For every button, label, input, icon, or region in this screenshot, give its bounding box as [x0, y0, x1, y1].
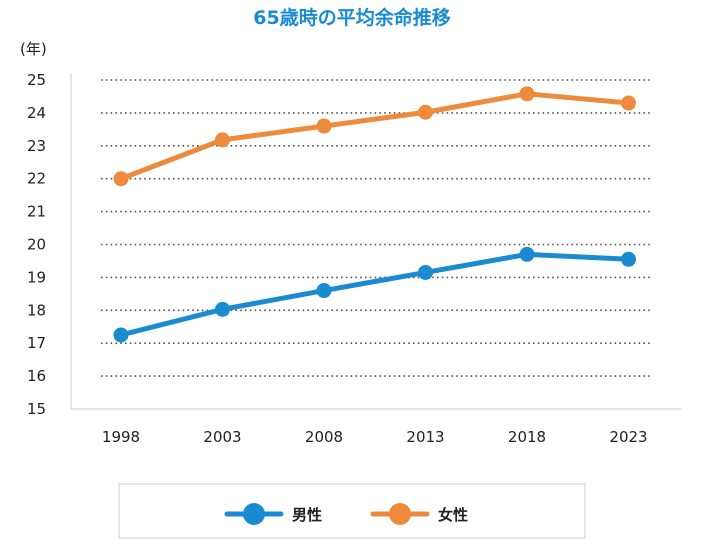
- y-tick-label: 23: [27, 137, 46, 155]
- y-tick-label: 22: [27, 170, 46, 188]
- data-point: [418, 264, 433, 280]
- legend-label: 女性: [438, 506, 468, 524]
- y-axis-unit-label: (年): [20, 40, 47, 58]
- x-tick-label: 2008: [305, 428, 343, 446]
- y-tick-label: 19: [27, 268, 46, 286]
- data-point: [621, 251, 636, 267]
- y-tick-label: 15: [27, 400, 46, 418]
- y-tick-label: 16: [27, 367, 46, 385]
- y-tick-labels: 15 16 17 18 19 20 21 22 23 24 25: [27, 71, 46, 418]
- series-1: [113, 246, 636, 343]
- series-2: [113, 86, 636, 187]
- data-point: [316, 118, 332, 134]
- x-tick-label: 2023: [609, 428, 647, 446]
- series-line: [118, 251, 631, 338]
- data-point: [215, 132, 230, 148]
- data-point: [418, 104, 433, 120]
- series-lines: [113, 86, 636, 343]
- legend-item: 男性: [224, 503, 322, 525]
- legend-label: 男性: [292, 506, 322, 524]
- x-tick-labels: 1998 2003 2008 2013 2018 2023: [102, 428, 648, 446]
- axes: [70, 73, 682, 410]
- y-tick-label: 18: [27, 301, 46, 319]
- y-tick-label: 24: [27, 104, 46, 122]
- x-tick-label: 2003: [203, 428, 241, 446]
- data-point: [316, 283, 332, 299]
- series-line: [118, 91, 631, 182]
- data-point: [519, 86, 535, 102]
- data-point: [113, 327, 129, 343]
- data-point: [519, 246, 535, 262]
- legend-marker: [243, 503, 265, 525]
- x-tick-label: 2013: [406, 428, 444, 446]
- y-tick-label: 25: [27, 71, 46, 89]
- grid-lines: [101, 79, 651, 377]
- legend-item: 女性: [370, 503, 468, 525]
- y-tick-label: 20: [27, 236, 46, 254]
- x-tick-label: 1998: [102, 428, 140, 446]
- legend-marker: [389, 503, 411, 525]
- data-point: [621, 95, 636, 111]
- legend-box: [118, 483, 586, 539]
- data-point: [215, 301, 230, 317]
- x-tick-label: 2018: [508, 428, 546, 446]
- data-point: [113, 171, 129, 187]
- chart-title: 65歳時の平均余命推移: [253, 6, 450, 29]
- y-tick-label: 17: [27, 334, 46, 352]
- y-tick-label: 21: [27, 203, 46, 221]
- legend: 男性 女性: [224, 503, 468, 525]
